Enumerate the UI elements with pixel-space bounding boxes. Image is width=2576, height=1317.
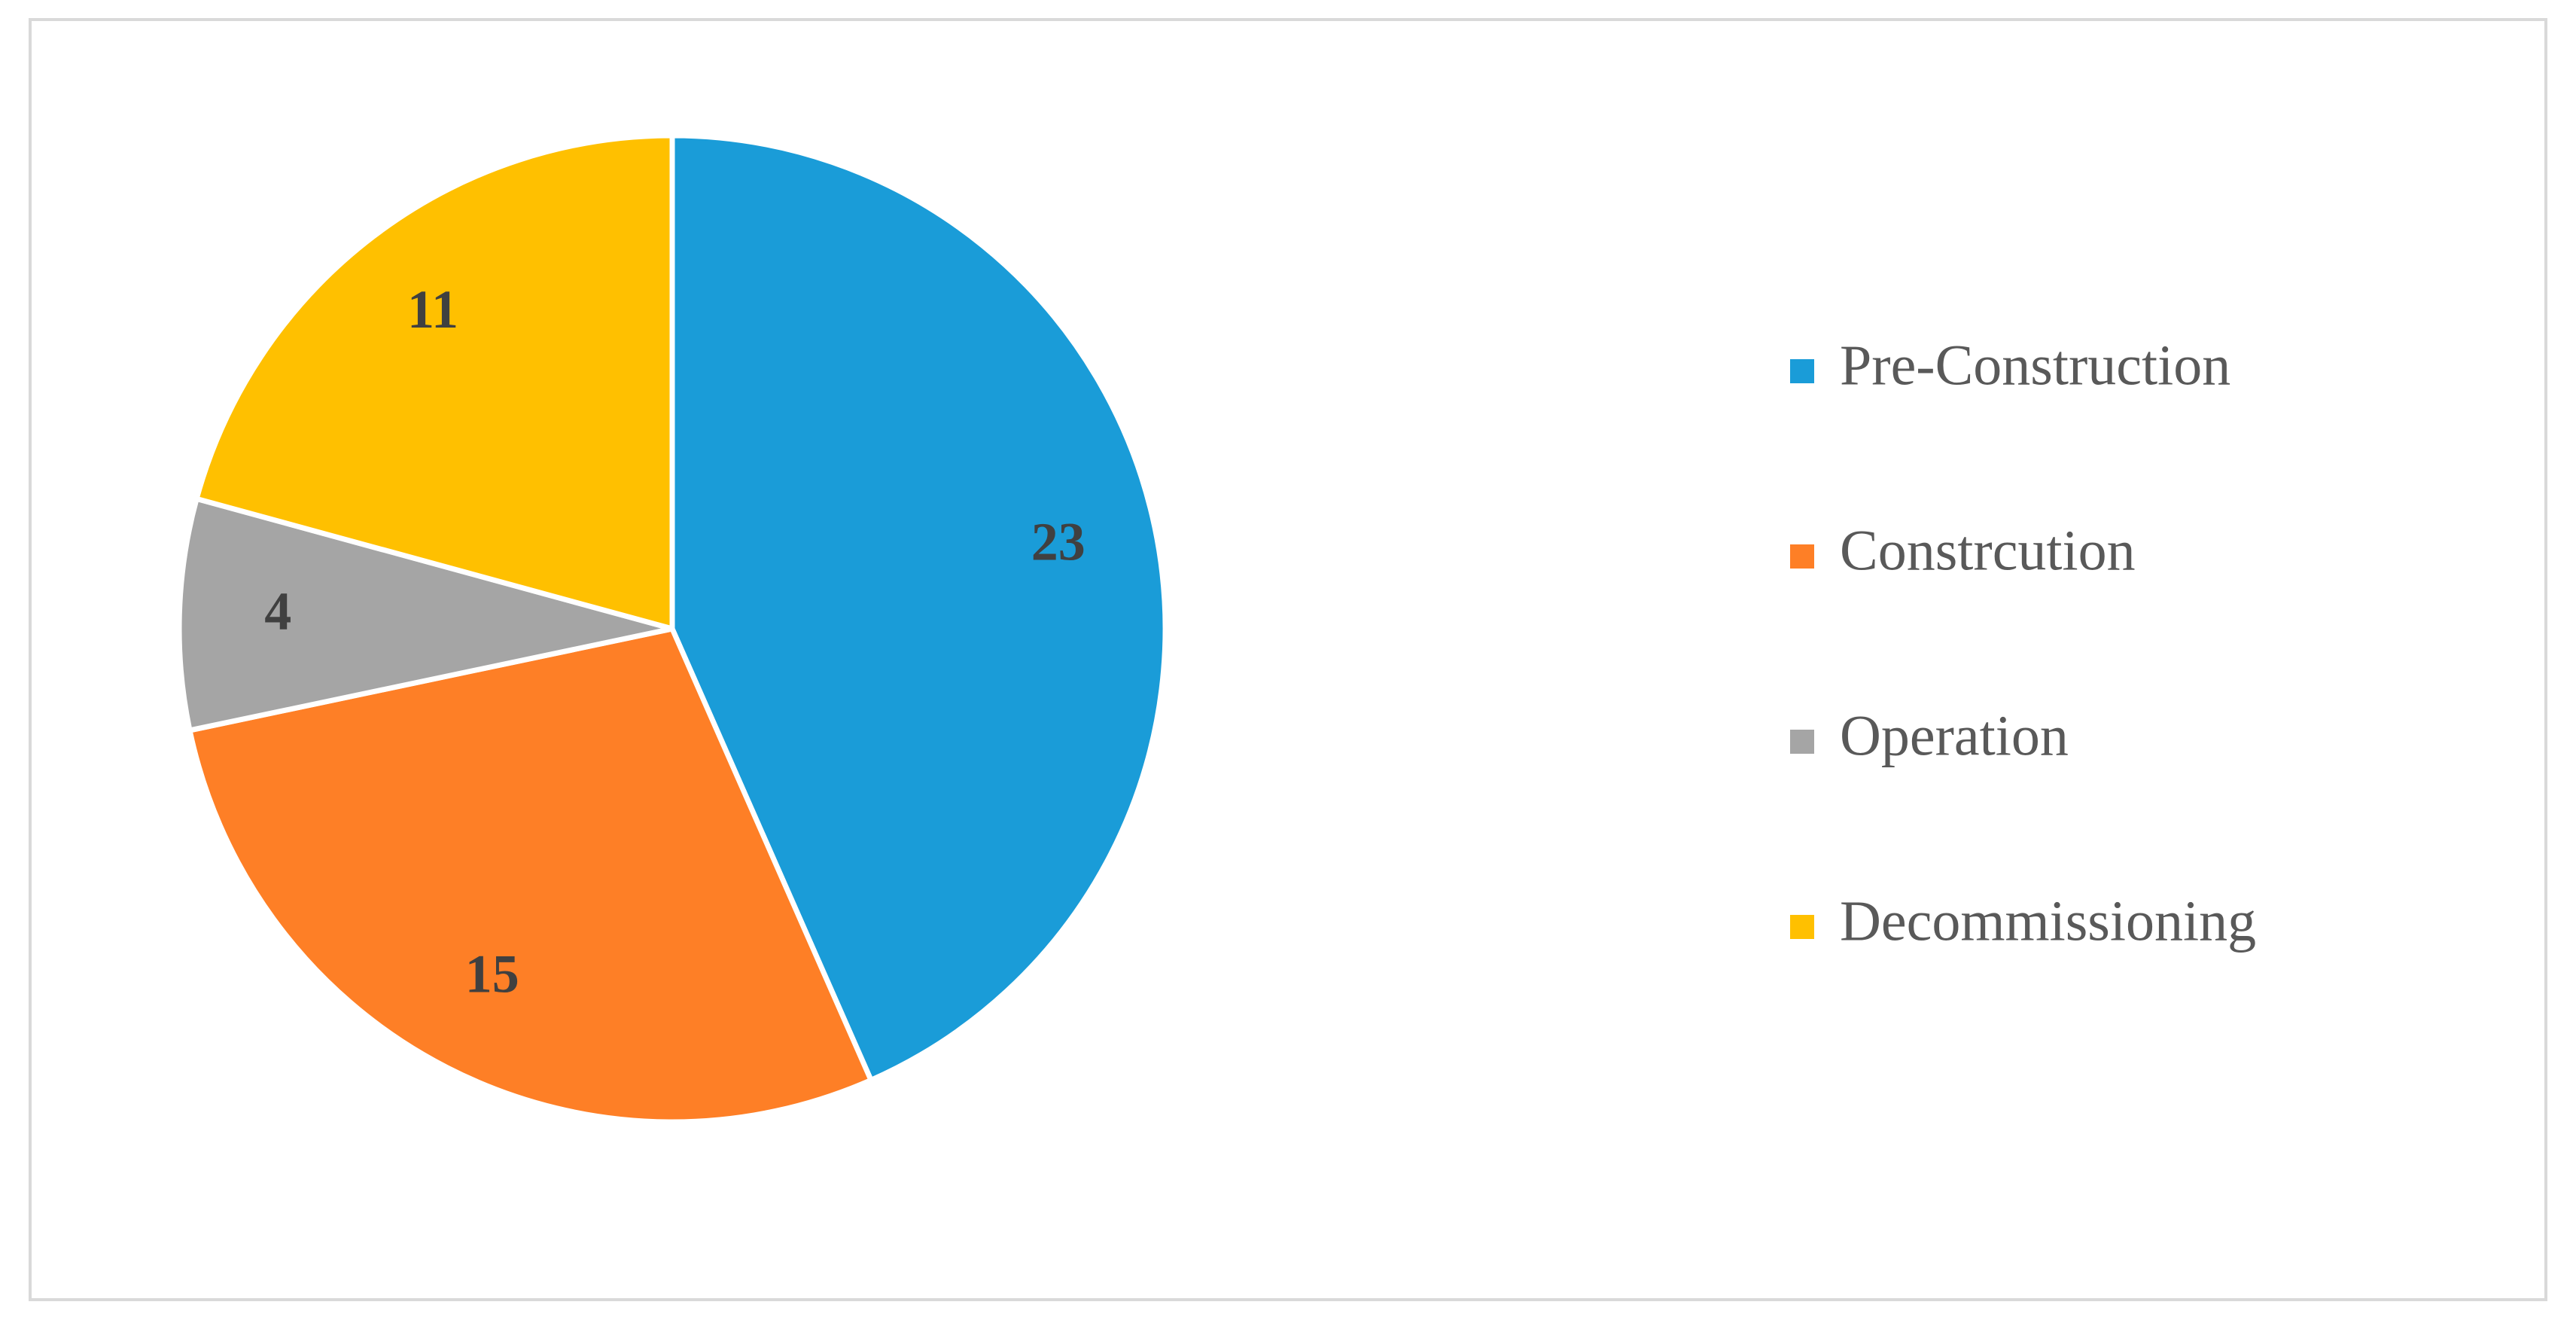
legend-label: Constrcution	[1840, 519, 2136, 582]
data-label: 23	[1031, 512, 1086, 572]
legend-label: Pre-Construction	[1840, 334, 2230, 397]
data-label: 11	[407, 279, 458, 340]
data-label: 4	[264, 581, 291, 642]
legend-label: Decommissioning	[1840, 889, 2256, 953]
legend-swatch	[1790, 730, 1814, 754]
legend-label: Operation	[1840, 704, 2069, 767]
data-label: 15	[465, 944, 519, 1005]
legend-swatch	[1790, 359, 1814, 383]
pie-slice	[186, 625, 875, 1125]
pie-slice	[669, 133, 1168, 1084]
pie-slice	[176, 495, 673, 734]
legend-swatch	[1790, 915, 1814, 939]
pie-slice	[193, 133, 675, 633]
legend-swatch	[1790, 544, 1814, 569]
